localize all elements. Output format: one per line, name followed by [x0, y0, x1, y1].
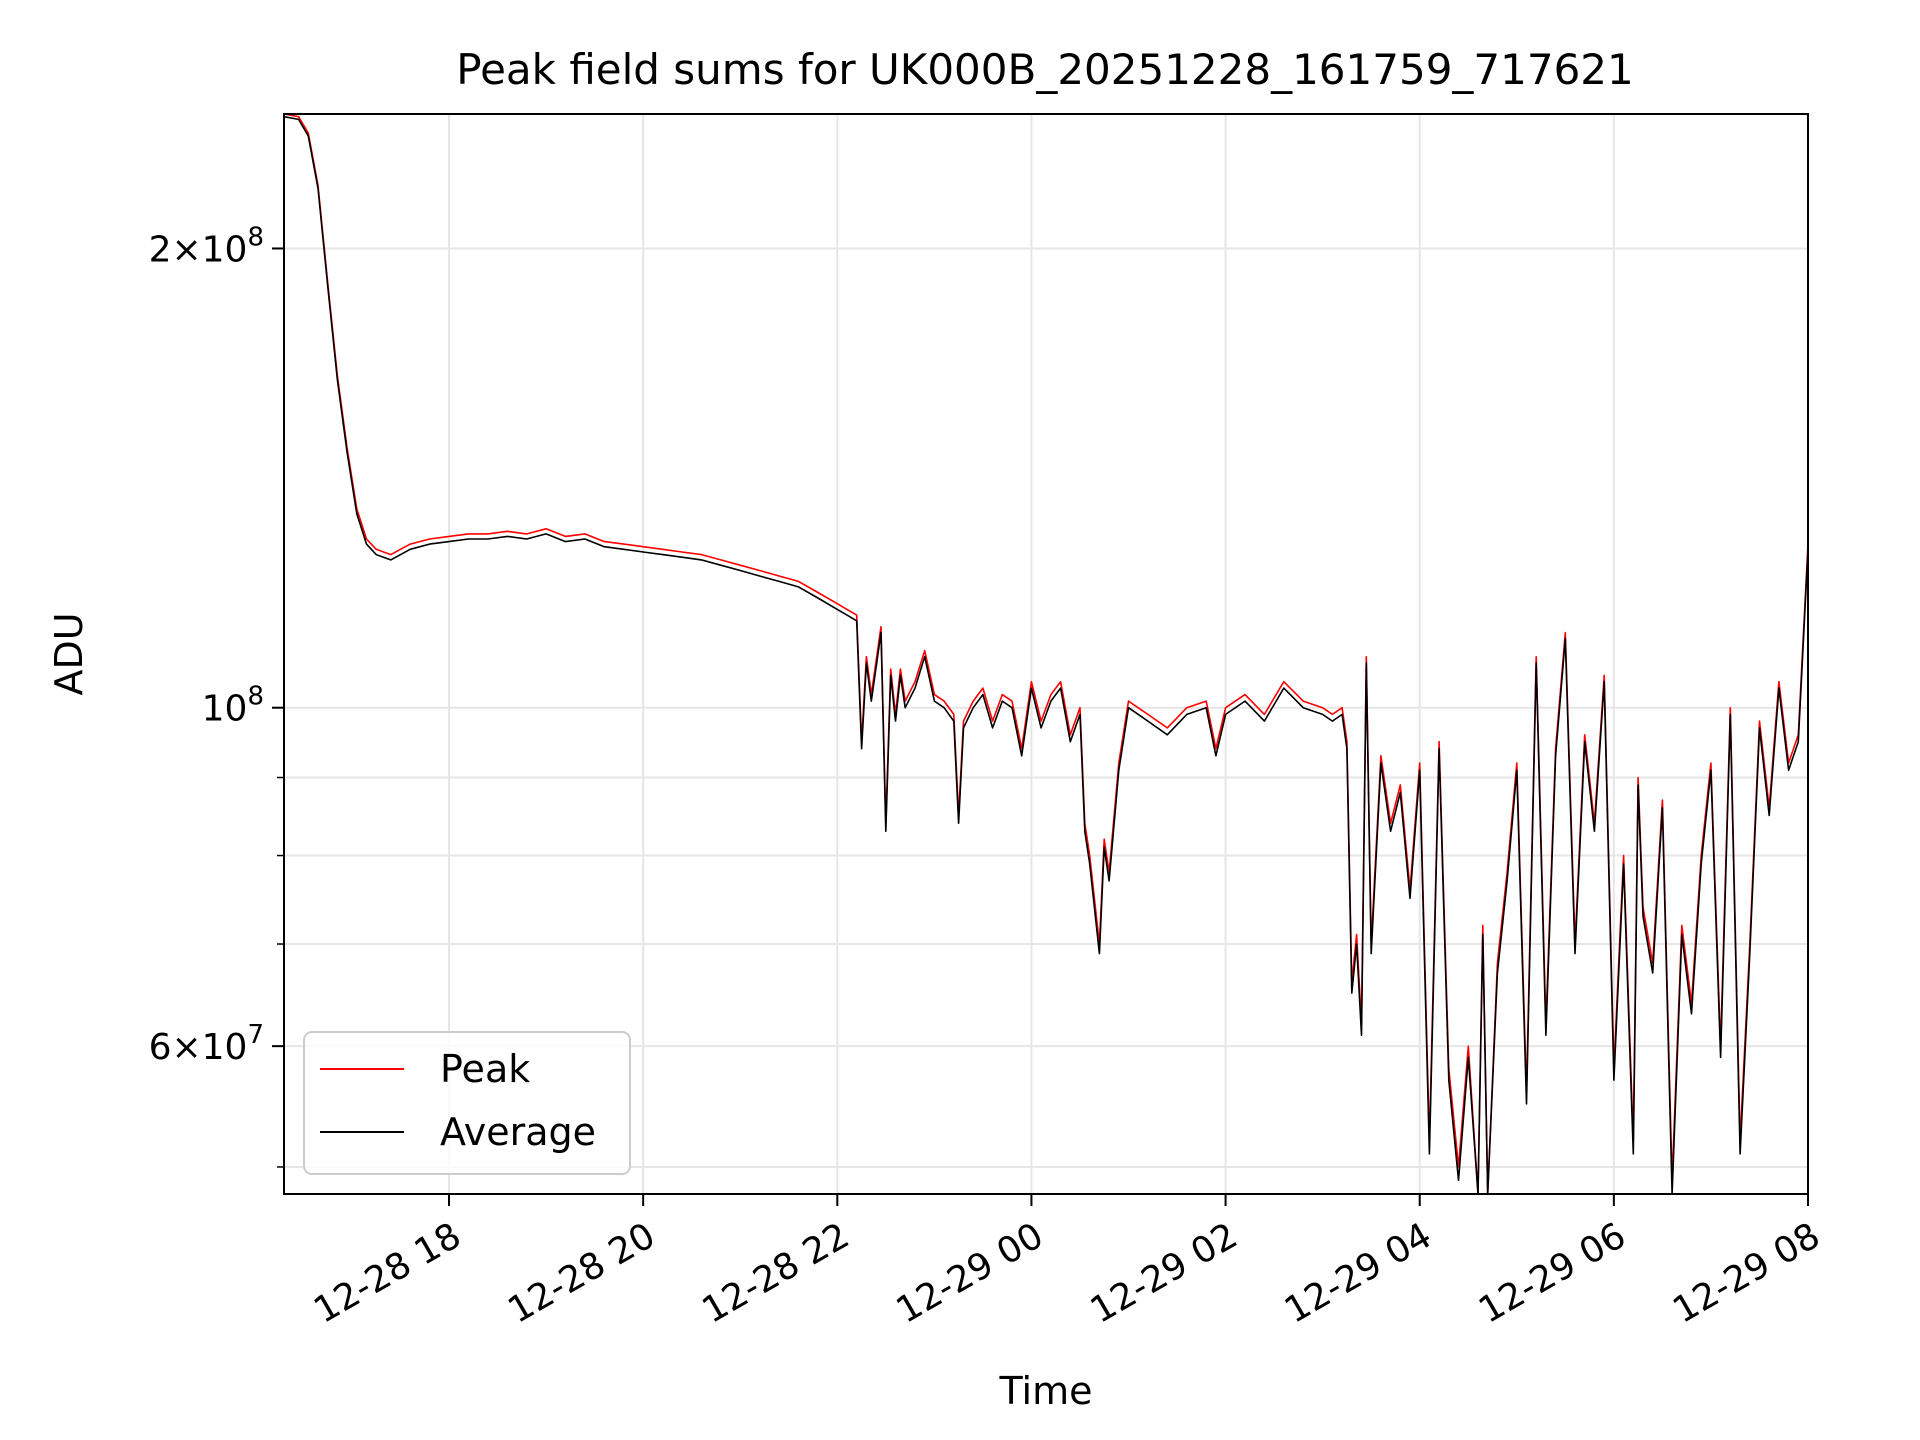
plot-frame — [283, 113, 1809, 1195]
legend: Peak Average — [303, 1031, 631, 1175]
y-tick-label-exponent: 7 — [247, 1020, 264, 1050]
series-line-average — [283, 115, 1809, 1195]
series-layer — [283, 113, 1809, 1195]
y-tick-label-base: 6×10 — [149, 1027, 248, 1068]
y-tick-label: 6×107 — [149, 1020, 264, 1068]
y-tick-label: 108 — [202, 682, 264, 730]
y-tick-label-base: 2×10 — [149, 229, 248, 270]
y-tick-label-base: 10 — [202, 689, 248, 730]
y-axis-label: ADU — [47, 612, 91, 695]
y-tick-label-exponent: 8 — [247, 682, 264, 712]
chart-title: Peak field sums for UK000B_20251228_1617… — [456, 45, 1634, 94]
legend-label-average: Average — [440, 1110, 596, 1154]
y-tick-label-exponent: 8 — [247, 222, 264, 252]
legend-label-peak: Peak — [440, 1047, 530, 1091]
y-tick-label: 2×108 — [149, 222, 264, 270]
legend-box — [303, 1031, 631, 1175]
x-axis-label: Time — [999, 1369, 1093, 1413]
